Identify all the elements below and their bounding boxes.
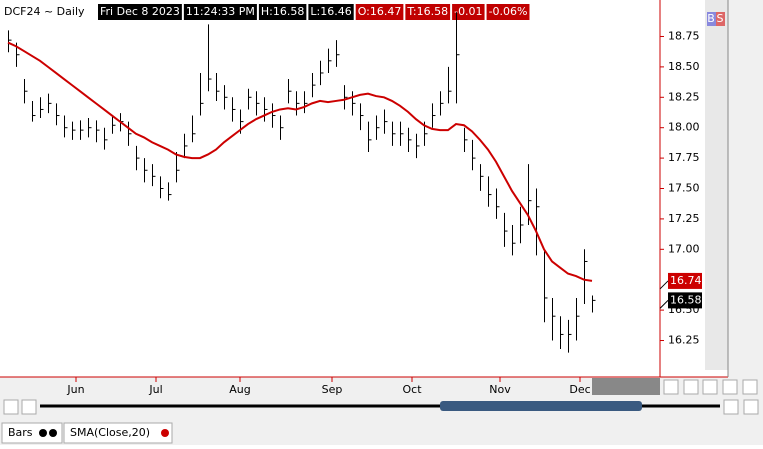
info-text: H:16.58	[261, 5, 304, 18]
info-text: -0.06%	[489, 5, 528, 18]
info-box	[258, 4, 307, 20]
y-tick-label: 18.00	[668, 121, 700, 134]
y-tick-label: 18.75	[668, 29, 700, 42]
info-box	[405, 4, 451, 20]
info-text: O:16.47	[358, 5, 402, 18]
x-tick-label: Jun	[66, 383, 84, 396]
sma-last-label-box	[668, 272, 702, 289]
info-text: L:16.46	[310, 5, 351, 18]
sma-line	[7, 41, 593, 282]
scroll-right[interactable]	[723, 399, 739, 415]
y-tick-label: 16.25	[668, 334, 700, 347]
scroll-end[interactable]	[743, 399, 759, 415]
sell-label[interactable]: S	[717, 12, 724, 25]
side-strip	[705, 0, 728, 370]
info-box	[308, 4, 354, 20]
y-tick-label: 18.25	[668, 90, 700, 103]
legend-entry: Bars	[8, 426, 33, 439]
info-box	[486, 4, 530, 20]
sma-tab[interactable]	[63, 422, 173, 444]
y-tick-label: 17.50	[668, 182, 700, 195]
close-last-label-box	[668, 292, 702, 309]
sell-button[interactable]	[716, 12, 725, 26]
close-last-label-pointer	[659, 300, 669, 309]
info-text: 11:24:33 PM	[186, 5, 255, 18]
info-text: Fri Dec 8 2023	[100, 5, 180, 18]
x-tick-label: Aug	[229, 383, 250, 396]
bars-tab[interactable]	[1, 422, 63, 444]
info-text: -0.01	[454, 5, 482, 18]
y-tick-label: 17.00	[668, 242, 700, 255]
info-text: T:16.58	[406, 5, 448, 18]
info-box	[183, 4, 257, 20]
price-bars	[8, 12, 596, 353]
sma-last-label-pointer	[659, 280, 669, 290]
y-tick-label: 17.75	[668, 151, 700, 164]
buy-label[interactable]: B	[707, 12, 715, 25]
scroll-start[interactable]	[3, 399, 19, 415]
x-tick-label: Nov	[489, 383, 511, 396]
legend-entry: SMA(Close,20)	[70, 426, 150, 439]
scroll-thumb[interactable]	[440, 401, 642, 411]
x-tick-label: Oct	[402, 383, 422, 396]
tool-button[interactable]	[742, 379, 758, 395]
y-tick-label: 17.25	[668, 212, 700, 225]
tool-button[interactable]	[683, 379, 699, 395]
x-tick-label: Dec	[569, 383, 590, 396]
info-box	[98, 4, 182, 20]
tool-button[interactable]	[702, 379, 718, 395]
plot-area	[0, 0, 660, 377]
tab-icon	[161, 429, 169, 437]
tab-icon	[39, 429, 47, 437]
tab-icon	[49, 429, 57, 437]
x-tick-label: Jul	[148, 383, 162, 396]
time-strip	[592, 378, 660, 395]
info-box	[452, 4, 485, 20]
tool-button[interactable]	[663, 379, 679, 395]
buy-button[interactable]	[707, 12, 716, 26]
y-tick-label: 18.50	[668, 60, 700, 73]
info-box	[355, 4, 404, 20]
close-last-label: 16.58	[670, 293, 702, 306]
toolbar-icons[interactable]	[663, 379, 758, 395]
chart-title: DCF24 ~ Daily	[4, 5, 85, 18]
x-tick-label: Sep	[322, 383, 343, 396]
tool-button[interactable]	[722, 379, 738, 395]
scroll-left[interactable]	[21, 399, 37, 415]
sma-last-label: 16.74	[670, 274, 702, 287]
